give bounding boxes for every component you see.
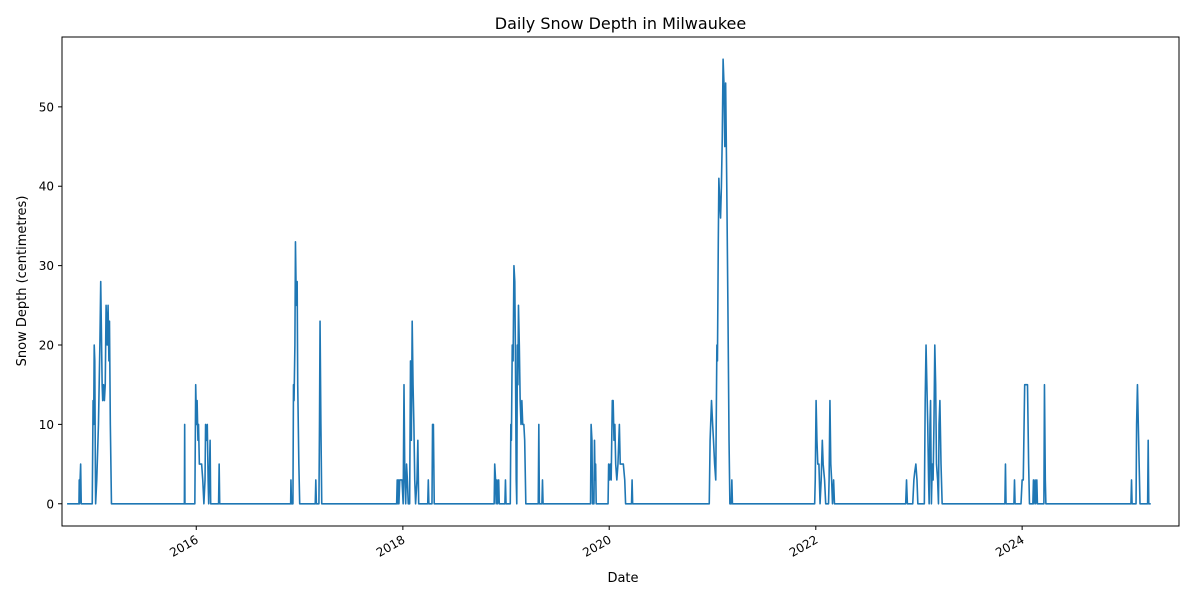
plot-area [61, 36, 1180, 527]
x-axis-label: Date [607, 571, 638, 586]
chart-title: Daily Snow Depth in Milwaukee [495, 14, 746, 33]
y-tick-label: 30 [39, 259, 54, 273]
axes-frame [61, 36, 1180, 527]
y-tick-label: 40 [39, 180, 54, 194]
y-tick-label: 50 [39, 100, 54, 114]
data-layer [67, 58, 1151, 505]
y-tick-label: 0 [46, 497, 54, 511]
y-axis: 0 10 20 30 40 50 [39, 100, 62, 511]
series-line-0 [67, 58, 1151, 505]
y-tick-label: 10 [39, 418, 54, 432]
y-axis-label: Snow Depth (centimetres) [15, 196, 30, 367]
y-tick-label: 20 [39, 339, 54, 353]
